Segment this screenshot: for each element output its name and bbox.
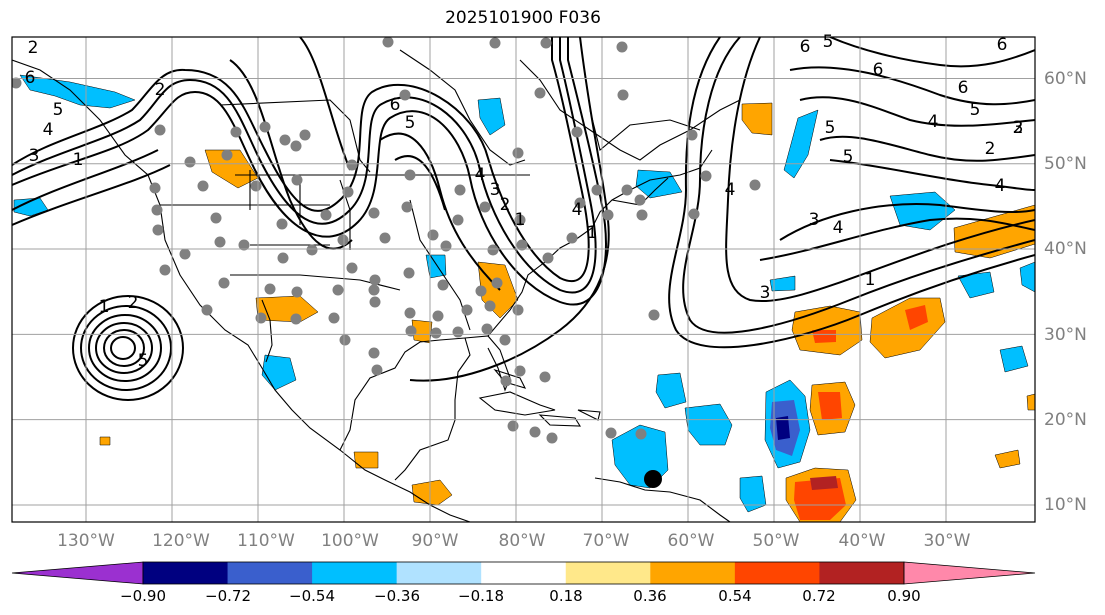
contour-label: 3 <box>760 283 771 303</box>
contour-label: 1 <box>99 297 110 317</box>
lon-label: 110°W <box>237 531 295 551</box>
contour-label: 4 <box>995 176 1006 196</box>
lat-label: 50°N <box>1044 154 1087 174</box>
latitude-labels: 60°N 50°N 40°N 30°N 20°N 10°N <box>1044 69 1087 515</box>
lon-label: 100°W <box>321 531 379 551</box>
contour-label: 4 <box>475 165 486 185</box>
colorbar-tick: 0.54 <box>718 587 751 605</box>
contour-label: 3 <box>1013 118 1024 138</box>
contour-label: 5 <box>825 118 836 138</box>
lon-label: 120°W <box>152 531 210 551</box>
contour-label: 2 <box>1013 118 1024 138</box>
contour-label: 3 <box>809 210 820 230</box>
colorbar-bin <box>481 562 567 584</box>
lon-label: 50°W <box>753 531 800 551</box>
lon-label: 60°W <box>668 531 715 551</box>
contour-label: 2 <box>500 195 511 215</box>
lon-label: 90°W <box>412 531 459 551</box>
contour-label: 6 <box>25 68 36 88</box>
shaded-fields <box>13 74 1035 522</box>
colorbar-extend-high <box>903 561 1036 585</box>
colorbar-bin <box>650 562 736 584</box>
contour-label: 4 <box>833 218 844 238</box>
lat-label: 20°N <box>1044 410 1087 430</box>
colorbar-bin <box>312 562 398 584</box>
contour-label: 2 <box>985 139 996 159</box>
lon-label: 130°W <box>57 531 115 551</box>
colorbar-tick: −0.54 <box>289 587 335 605</box>
contour-label: 5 <box>843 147 854 167</box>
lat-label: 60°N <box>1044 69 1087 89</box>
contour-label: 6 <box>997 35 1008 55</box>
map-grid <box>12 37 1035 522</box>
contour-label: 1 <box>587 223 598 243</box>
lon-label: 40°W <box>839 531 886 551</box>
center-dot <box>644 470 662 488</box>
contour-label: 5 <box>970 100 981 120</box>
map-frame <box>11 36 1036 523</box>
lon-label: 70°W <box>583 531 630 551</box>
contour-label: 3 <box>490 180 501 200</box>
lon-label: 30°W <box>924 531 971 551</box>
contour-label: 5 <box>405 113 416 133</box>
lat-label: 10°N <box>1044 495 1087 515</box>
colorbar-bin <box>819 562 905 584</box>
colorbar-tick: 0.90 <box>887 587 920 605</box>
contour-label: 5 <box>53 100 64 120</box>
contour-label: 2 <box>28 38 39 58</box>
contour-label: 6 <box>390 95 401 115</box>
lat-label: 30°N <box>1044 325 1087 345</box>
colorbar-ticks: −0.90 −0.72 −0.54 −0.36 −0.18 0.18 0.36 … <box>120 587 921 605</box>
colorbar-extend-low <box>11 561 144 585</box>
colorbar-bin <box>396 562 482 584</box>
contour-label: 5 <box>138 351 149 371</box>
contour-label: 1 <box>73 150 84 170</box>
colorbar-bin <box>734 562 820 584</box>
contour-label: 5 <box>823 32 834 52</box>
contour-label: 6 <box>958 78 969 98</box>
contour-labels: 2 6 5 4 3 1 6 5 4 3 2 1 6 5 4 3 2 1 2 3 … <box>25 32 1024 371</box>
colorbar-outline <box>142 561 905 585</box>
contour-label: 4 <box>725 180 736 200</box>
colorbar-bin <box>143 562 229 584</box>
colorbar-tick: −0.72 <box>205 587 251 605</box>
colorbar <box>11 561 1036 585</box>
longitude-labels: 130°W 120°W 110°W 100°W 90°W 80°W 70°W 6… <box>57 531 971 551</box>
lat-label: 40°N <box>1044 239 1087 259</box>
contour-label: 6 <box>873 60 884 80</box>
contour-label: 6 <box>800 37 811 57</box>
colorbar-tick: 0.36 <box>633 587 666 605</box>
colorbar-bin <box>565 562 651 584</box>
contour-label: 3 <box>29 146 40 166</box>
contour-label: 4 <box>928 112 939 132</box>
colorbar-tick: −0.18 <box>458 587 504 605</box>
colorbar-tick: 0.18 <box>549 587 582 605</box>
contour-label: 1 <box>865 270 876 290</box>
colorbar-tick: 0.72 <box>802 587 835 605</box>
colorbar-tick: −0.90 <box>120 587 166 605</box>
colorbar-bin <box>227 562 313 584</box>
contour-label: 1 <box>515 210 526 230</box>
contour-label: 2 <box>128 293 139 313</box>
lon-label: 80°W <box>499 531 546 551</box>
contour-label: 4 <box>43 120 54 140</box>
contour-label: 4 <box>572 200 583 220</box>
map-title: 2025101900 F036 <box>445 8 601 28</box>
colorbar-tick: −0.36 <box>374 587 420 605</box>
contour-label: 2 <box>155 80 166 100</box>
station-markers <box>12 37 761 444</box>
